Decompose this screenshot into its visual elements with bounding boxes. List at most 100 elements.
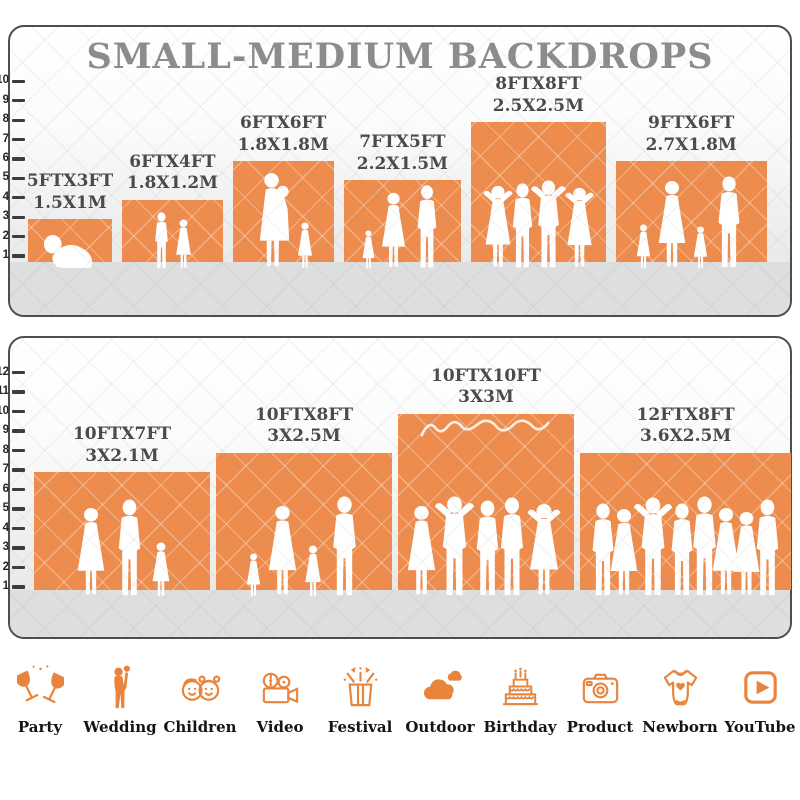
ruler-number: 4 (2, 521, 9, 534)
ruler-tick (12, 215, 25, 219)
category-label: Festival (327, 718, 393, 736)
size-m: 3X2.5M (267, 426, 341, 446)
category-label: Wedding (83, 718, 157, 736)
ruler-number: 8 (2, 443, 9, 456)
backdrop-box (398, 413, 574, 596)
category-label: Party (17, 718, 63, 736)
person-silhouette-man (692, 496, 716, 595)
ruler-tick (12, 176, 25, 180)
person-silhouette-man-arms-up (434, 496, 474, 595)
people-group (233, 172, 334, 270)
person-silhouette-man (418, 185, 437, 268)
size-m: 1.5X1M (33, 192, 107, 213)
size-m: 3.6X2.5M (640, 426, 732, 446)
size-m: 2.5X2.5M (492, 95, 584, 116)
backdrop-box (34, 472, 210, 596)
size-m: 1.8X1.2M (126, 173, 218, 194)
backdrop-label: 5FTX3FT 1.5X1M (4, 171, 136, 214)
category-label: Product (566, 718, 634, 736)
children-icon (181, 675, 220, 701)
size-ft: 6FTX6FT (240, 113, 327, 133)
size-ft: 9FTX6FT (648, 113, 735, 133)
ruler-tick (12, 235, 25, 239)
person-silhouette-man (512, 183, 532, 268)
ruler-tick (12, 118, 25, 122)
backdrop-box (580, 452, 792, 596)
category-item-children: Children (160, 664, 240, 736)
size-m: 3X2.1M (85, 445, 159, 466)
person-silhouette-girl (246, 553, 260, 597)
video-icon (262, 672, 298, 704)
ruler-number: 2 (2, 229, 9, 242)
ruler-number: 1 (2, 580, 9, 592)
person-silhouette-woman (407, 506, 436, 595)
ruler-number: 5 (2, 502, 9, 514)
category-item-video: Video (240, 664, 320, 736)
person-silhouette-boy (155, 212, 169, 269)
size-ft: 8FTX8FT (495, 74, 582, 95)
ruler-tick (12, 507, 25, 511)
size-ft: 10FTX7FT (72, 424, 172, 444)
person-silhouette-girl (637, 224, 651, 269)
category-item-youtube: YouTube (720, 664, 800, 736)
person-silhouette-woman (733, 511, 760, 595)
ruler-tick (12, 546, 25, 550)
size-ft: 12FTX8FT (636, 404, 735, 425)
page-title: SMALL-MEDIUM BACKDROPS (86, 36, 714, 77)
person-silhouette-baby (43, 235, 92, 268)
party-icon (16, 665, 64, 704)
person-silhouette-man (118, 499, 140, 596)
ruler-number: 10 (0, 74, 9, 87)
category-label: Children (163, 718, 237, 736)
ruler-tick (12, 409, 25, 414)
people-group (216, 496, 392, 598)
size-m: 3X3M (458, 387, 514, 407)
category-item-birthday: Birthday (480, 664, 560, 736)
category-item-wedding: Wedding (80, 664, 160, 736)
category-label: Outdoor (405, 718, 475, 736)
ruler-number: 12 (0, 365, 9, 378)
bottom-panel: 12345678910111210FTX7FT3X2.1M10FTX8FT3X2… (0, 336, 792, 639)
outdoor-icon (423, 670, 462, 700)
person-silhouette-woman (77, 508, 104, 595)
ruler-tick (12, 254, 25, 258)
person-silhouette-man (501, 497, 524, 595)
ruler-number: 9 (2, 424, 9, 436)
ruler-tick (12, 196, 25, 200)
newborn-icon (663, 669, 697, 706)
floor (10, 590, 790, 637)
person-silhouette-woman-arms-up (483, 185, 513, 267)
person-silhouette-man (756, 499, 779, 596)
person-silhouette-man (592, 503, 614, 596)
category-row: Party Wedding Children Video Festival Outdoor… (0, 664, 800, 736)
ruler-number: 5 (2, 171, 9, 184)
backdrop-box (615, 161, 767, 269)
category-label: Video (256, 718, 304, 736)
ruler-number: 6 (2, 152, 9, 164)
person-silhouette-woman (713, 508, 740, 595)
ruler-tick (12, 526, 25, 531)
backdrop-label: 9FTX6FT 2.7X1.8M (592, 113, 791, 156)
person-silhouette-man (476, 500, 498, 596)
ruler-tick (12, 370, 25, 375)
wedding-icon (113, 665, 130, 709)
size-m: 2.2X1.5M (356, 153, 448, 174)
person-silhouette-woman-baby (259, 173, 289, 267)
ruler-number: 9 (2, 93, 9, 106)
category-label: YouTube (724, 718, 796, 736)
backdrop-label: 10FTX10FT 3X3M (374, 366, 598, 409)
backdrop-label: 7FTX5FT 2.2X1.5M (320, 132, 486, 175)
person-silhouette-girl (176, 219, 192, 268)
category-item-newborn: Newborn (640, 664, 720, 736)
people-group (398, 496, 574, 598)
ruler-number: 7 (2, 132, 9, 145)
category-label: Newborn (642, 718, 718, 736)
category-label: Birthday (483, 718, 557, 736)
category-item-festival: Festival (320, 664, 400, 736)
person-silhouette-woman (658, 180, 686, 267)
product-icon (582, 673, 618, 704)
people-group (580, 496, 791, 598)
backdrop-label: 6FTX4FT 1.8X1.2M (98, 152, 247, 195)
person-silhouette-man-arms-up (633, 497, 673, 595)
ruler-number: 10 (0, 404, 9, 417)
